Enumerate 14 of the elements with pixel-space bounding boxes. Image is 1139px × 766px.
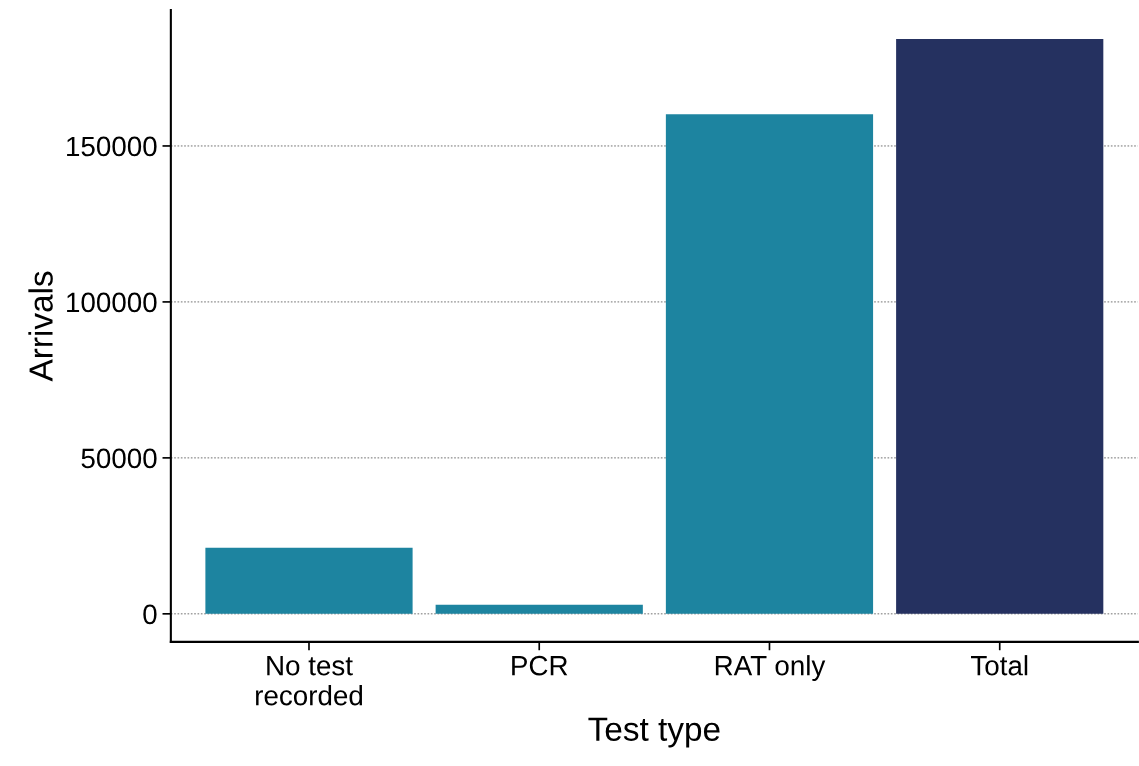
x-tick-label: Total (971, 655, 1028, 676)
bar (205, 547, 413, 614)
x-tick-label: RAT only (715, 655, 826, 681)
bar (896, 38, 1104, 614)
x-tick-label: No test recorded (256, 656, 363, 706)
y-axis-title: Arrivals (28, 271, 53, 382)
x-axis-title: Test type (588, 717, 720, 748)
y-tick-label: 50000 (81, 448, 157, 469)
y-tick-label: 150000 (67, 136, 157, 157)
y-tick-label: 100000 (67, 292, 157, 313)
x-tick-label: PCR (512, 655, 568, 676)
bar (665, 114, 874, 614)
bar (435, 604, 643, 614)
y-tick-label: 0 (143, 604, 157, 625)
